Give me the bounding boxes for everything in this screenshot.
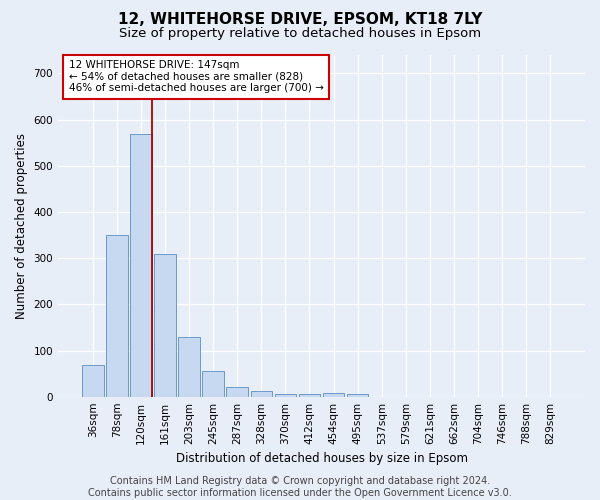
- Bar: [202, 372, 224, 396]
- Text: 12, WHITEHORSE DRIVE, EPSOM, KT18 7LY: 12, WHITEHORSE DRIVE, EPSOM, KT18 7LY: [118, 12, 482, 28]
- Bar: [106, 235, 128, 396]
- Bar: [275, 394, 296, 396]
- Bar: [130, 134, 152, 396]
- Bar: [299, 394, 320, 396]
- X-axis label: Distribution of detached houses by size in Epsom: Distribution of detached houses by size …: [176, 452, 467, 465]
- Bar: [154, 254, 176, 396]
- Bar: [251, 391, 272, 396]
- Text: Contains HM Land Registry data © Crown copyright and database right 2024.
Contai: Contains HM Land Registry data © Crown c…: [88, 476, 512, 498]
- Bar: [82, 366, 104, 396]
- Text: 12 WHITEHORSE DRIVE: 147sqm
← 54% of detached houses are smaller (828)
46% of se: 12 WHITEHORSE DRIVE: 147sqm ← 54% of det…: [68, 60, 323, 94]
- Bar: [347, 394, 368, 396]
- Y-axis label: Number of detached properties: Number of detached properties: [15, 133, 28, 319]
- Text: Size of property relative to detached houses in Epsom: Size of property relative to detached ho…: [119, 28, 481, 40]
- Bar: [323, 393, 344, 396]
- Bar: [178, 336, 200, 396]
- Bar: [226, 386, 248, 396]
